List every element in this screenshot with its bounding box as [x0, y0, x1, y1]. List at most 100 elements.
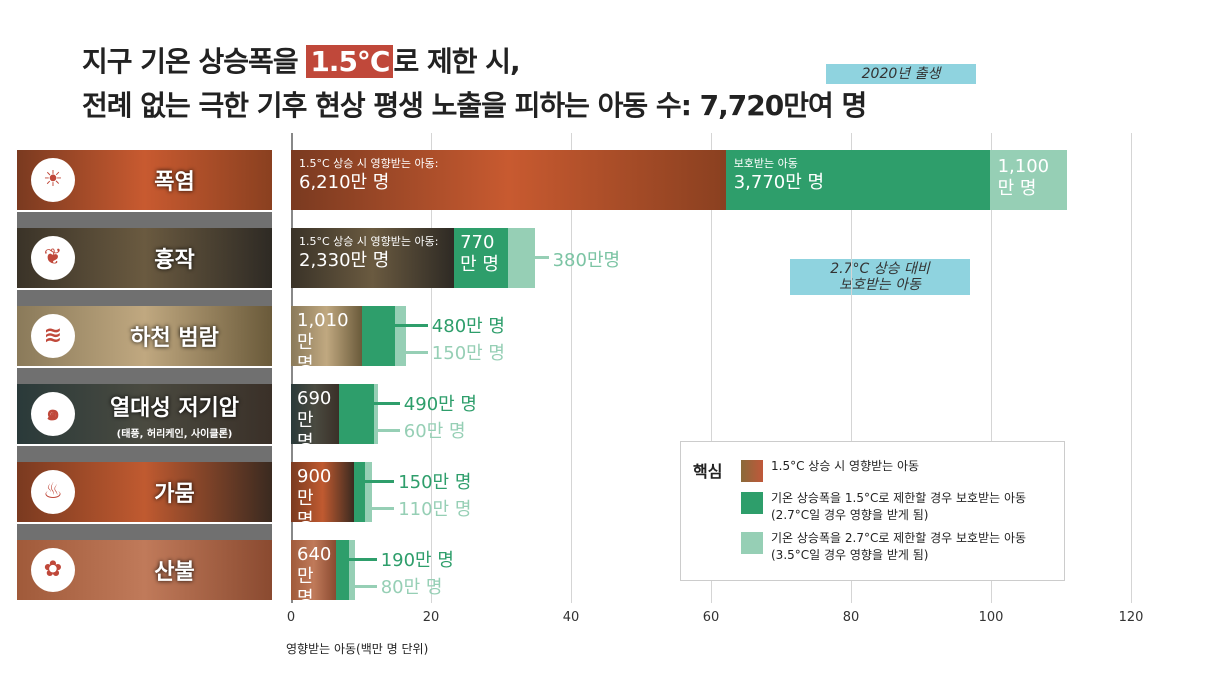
leader-label: 380만명: [552, 250, 621, 271]
annotation-2020: 2020년 출생: [826, 64, 976, 84]
row-separator: [17, 524, 272, 540]
annotation-27-line2: 보호받는 아동: [839, 277, 921, 293]
leader-label: 150만 명: [398, 472, 472, 493]
category-label: 폭염: [154, 170, 195, 195]
gridline: [1131, 133, 1132, 603]
title-line2: 전례 없는 극한 기후 현상 평생 노출을 피하는 아동 수: 7,720만여 …: [82, 89, 867, 122]
x-tick-label: 80: [842, 610, 860, 625]
bar-value-label: 보호받는 아동 3,770만 명: [726, 150, 832, 200]
leader-label: 190만 명: [380, 550, 454, 571]
leader-line: [405, 351, 428, 354]
title-line1-end: 로 제한 시,: [393, 45, 520, 78]
category-label: 하천 범람: [130, 326, 219, 351]
bar-value: 1,100 만 명: [997, 156, 1050, 199]
leader-label: 110만 명: [398, 499, 472, 520]
gridline: [711, 133, 712, 603]
bar-protected-2-7: [508, 228, 535, 288]
category-panel: ≋ 하천 범람: [17, 306, 272, 366]
bar-protected-1-5: [339, 384, 374, 444]
leader-line: [372, 507, 395, 510]
leader-line: [349, 558, 377, 561]
bar-protected-2-7: [373, 384, 378, 444]
bar-protected-2-7: [349, 540, 355, 600]
category-panel: ❦ 흉작: [17, 228, 272, 288]
annotation-27-line1: 2.7°C 상승 대비: [830, 261, 930, 277]
category-label: 가뭄: [154, 482, 195, 507]
x-tick-label: 40: [562, 610, 580, 625]
bar-value: 900 만 명: [297, 466, 332, 531]
bar-affected: 1,010 만 명: [291, 306, 362, 375]
bar-value-label: 690 만 명: [291, 384, 333, 458]
leader-line: [534, 256, 549, 259]
bar-protected-2-7: 1,100 만 명: [989, 150, 1067, 210]
crop-failure-icon: ❦: [31, 236, 75, 280]
legend: 핵심 1.5°C 상승 시 영향받는 아동 기온 상승폭을 1.5°C로 제한할…: [680, 441, 1065, 581]
bar-value-label: 900 만 명: [291, 462, 333, 536]
x-axis-label: 영향받는 아동(백만 명 단위): [286, 642, 429, 656]
x-tick-label: 100: [978, 610, 1004, 625]
category-label: 산불: [154, 560, 195, 585]
drought-icon: ♨: [31, 470, 75, 514]
x-tick-label: 0: [286, 610, 296, 625]
bar-affected: 690 만 명: [291, 384, 340, 453]
bar-protected-1-5: 770 만 명: [454, 228, 508, 288]
annotation-27: 2.7°C 상승 대비 보호받는 아동: [790, 259, 970, 295]
category-panel: ✿ 산불: [17, 540, 272, 600]
legend-swatch: [741, 492, 763, 514]
bar-value: 690 만 명: [297, 388, 332, 453]
flood-icon: ≋: [31, 314, 75, 358]
bar-value: 3,770만 명: [733, 172, 825, 193]
gridline: [571, 133, 572, 603]
gridline: [291, 133, 293, 603]
bar-prefix: 보호받는 아동: [733, 157, 798, 170]
x-tick-label: 120: [1118, 610, 1144, 625]
bar-value: 1,010 만 명: [297, 310, 349, 375]
cyclone-icon: ๑: [31, 392, 75, 436]
bar-value-label: 640 만 명: [291, 540, 333, 614]
legend-label: 기온 상승폭을 2.7°C로 제한할 경우 보호받는 아동(3.5°C일 경우 …: [771, 531, 1027, 562]
bar-protected-1-5: [354, 462, 365, 522]
sun-heat-icon: ☀: [31, 158, 75, 202]
bar-value: 640 만 명: [297, 544, 332, 609]
leader-label: 490만 명: [403, 394, 477, 415]
row-separator: [17, 212, 272, 228]
bar-protected-2-7: [364, 462, 373, 522]
bar-protected-1-5: [335, 540, 350, 600]
x-tick-label: 60: [702, 610, 720, 625]
row-separator: [17, 290, 272, 306]
bar-protected-2-7: [395, 306, 406, 366]
category-panel: ♨ 가뭄: [17, 462, 272, 522]
bar-value: 2,330만 명: [299, 250, 390, 271]
category-sublabel: (태풍, 허리케인, 사이클론): [116, 429, 233, 440]
title-line1: 지구 기온 상승폭을: [82, 45, 307, 78]
bar-prefix: 1.5°C 상승 시 영향받는 아동:: [299, 157, 439, 170]
gridline: [431, 133, 432, 603]
title-highlight: 1.5°C: [306, 45, 394, 78]
legend-label: 기온 상승폭을 1.5°C로 제한할 경우 보호받는 아동(2.7°C일 경우 …: [771, 491, 1027, 522]
bar-value: 6,210만 명: [299, 172, 390, 193]
bar-value-label: 1,100 만 명: [990, 150, 1066, 206]
leader-line: [364, 480, 395, 483]
leader-label: 480만 명: [431, 316, 505, 337]
category-label: 열대성 저기압: [109, 396, 240, 421]
bar-affected: 1.5°C 상승 시 영향받는 아동: 6,210만 명: [291, 150, 726, 210]
legend-swatch: [741, 532, 763, 554]
leader-label: 150만 명: [431, 343, 505, 364]
bar-affected: 1.5°C 상승 시 영향받는 아동: 2,330만 명: [291, 228, 455, 288]
row-separator: [17, 446, 272, 462]
legend-title: 핵심: [693, 462, 723, 481]
leader-line: [354, 585, 377, 588]
leader-line: [377, 429, 400, 432]
bar-affected: 900 만 명: [291, 462, 354, 531]
chart-title: 지구 기온 상승폭을 1.5°C 로 제한 시, 전례 없는 극한 기후 현상 평…: [82, 40, 867, 128]
bar-protected-1-5: [361, 306, 396, 366]
x-tick-label: 20: [422, 610, 440, 625]
gridline: [991, 133, 992, 603]
leader-line: [395, 324, 428, 327]
bar-affected: 640 만 명: [291, 540, 336, 609]
bar-prefix: 1.5°C 상승 시 영향받는 아동:: [299, 235, 439, 248]
bar-protected-1-5: 보호받는 아동 3,770만 명: [725, 150, 990, 210]
bar-value-label: 1,010 만 명: [291, 306, 349, 380]
bar-value-label: 1.5°C 상승 시 영향받는 아동: 6,210만 명: [291, 150, 446, 200]
bar-value-label: 770 만 명: [454, 228, 506, 280]
